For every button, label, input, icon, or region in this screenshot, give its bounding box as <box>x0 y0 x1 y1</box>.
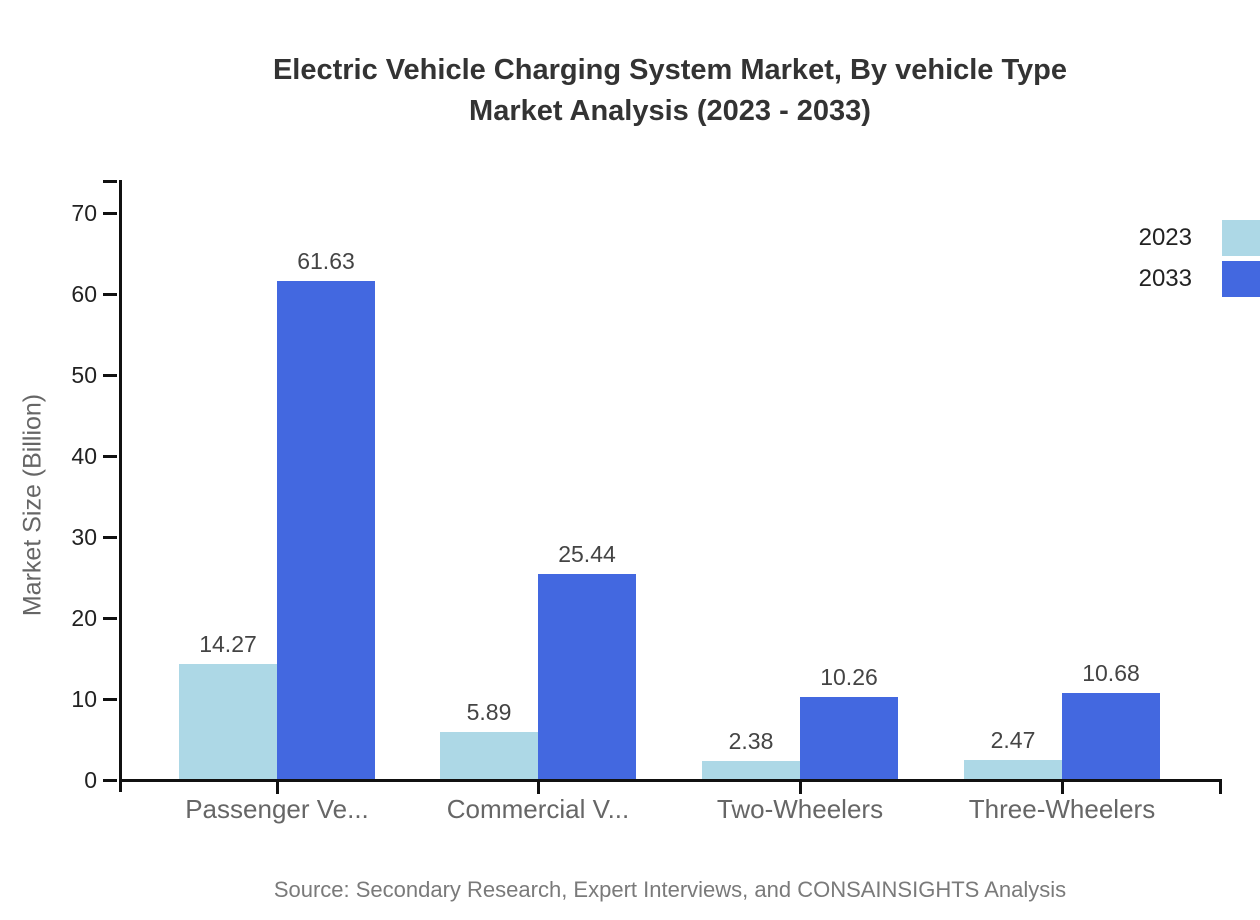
y-tick-50 <box>103 374 117 377</box>
x-axis-line <box>119 779 1222 782</box>
legend-swatch-2023 <box>1222 220 1260 256</box>
value-label-2033-2: 10.26 <box>820 663 878 690</box>
bar-2023-2 <box>702 760 800 780</box>
bar-2033-0 <box>277 280 375 780</box>
y-tick-label-10: 10 <box>71 686 97 712</box>
value-label-2033-0: 61.63 <box>297 247 355 274</box>
y-tick-label-60: 60 <box>71 281 97 307</box>
value-label-2033-1: 25.44 <box>558 540 616 567</box>
bar-2023-0 <box>179 664 277 780</box>
y-tick-0 <box>103 779 117 782</box>
y-tick-30 <box>103 536 117 539</box>
legend-item-2023[interactable]: 2023 <box>1139 220 1260 256</box>
x-tick-0 <box>276 782 279 794</box>
y-axis-line <box>119 180 122 792</box>
legend-swatch-2033 <box>1222 261 1260 297</box>
x-tick-2 <box>799 782 802 794</box>
bar-2023-3 <box>964 759 1062 780</box>
y-tick-label-70: 70 <box>71 200 97 226</box>
legend-item-2033[interactable]: 2033 <box>1139 261 1260 297</box>
y-axis-end-tick <box>103 180 117 183</box>
category-label-3: Three-Wheelers <box>968 794 1156 824</box>
bar-2033-1 <box>538 573 636 780</box>
bar-2033-2 <box>800 696 898 780</box>
category-label-0: Passenger Ve... <box>185 794 369 824</box>
source-note: Source: Secondary Research, Expert Inter… <box>273 877 1067 902</box>
category-label-2: Two-Wheelers <box>716 794 884 824</box>
y-tick-10 <box>103 698 117 701</box>
y-tick-label-40: 40 <box>71 443 97 469</box>
value-label-2023-0: 14.27 <box>199 631 257 658</box>
y-tick-70 <box>103 212 117 215</box>
value-label-2033-3: 10.68 <box>1082 660 1140 687</box>
legend-label-2033: 2033 <box>1138 265 1192 292</box>
x-tick-3 <box>1061 782 1064 794</box>
x-tick-1 <box>537 782 540 794</box>
x-axis-end-tick <box>1219 782 1222 794</box>
category-label-1: Commercial V... <box>446 794 630 824</box>
bar-2033-3 <box>1062 693 1160 780</box>
y-tick-40 <box>103 455 117 458</box>
value-label-2023-1: 5.89 <box>466 699 512 726</box>
legend-label-2023: 2023 <box>1138 224 1192 251</box>
y-axis-title: Market Size (Billion) <box>18 393 47 617</box>
y-tick-20 <box>103 617 117 620</box>
value-label-2023-3: 2.47 <box>990 726 1036 753</box>
chart-title-line2: Market Analysis (2023 - 2033) <box>469 95 871 127</box>
y-tick-label-50: 50 <box>71 362 97 388</box>
chart-title: Electric Vehicle Charging System Market,… <box>120 50 1220 132</box>
y-tick-label-20: 20 <box>71 605 97 631</box>
y-tick-60 <box>103 293 117 296</box>
y-tick-label-0: 0 <box>84 767 97 793</box>
legend: 2023 2033 <box>1139 220 1260 297</box>
value-label-2023-2: 2.38 <box>728 727 774 754</box>
y-tick-label-30: 30 <box>71 524 97 550</box>
bar-2023-1 <box>440 732 538 780</box>
chart-title-line1: Electric Vehicle Charging System Market,… <box>272 54 1068 86</box>
